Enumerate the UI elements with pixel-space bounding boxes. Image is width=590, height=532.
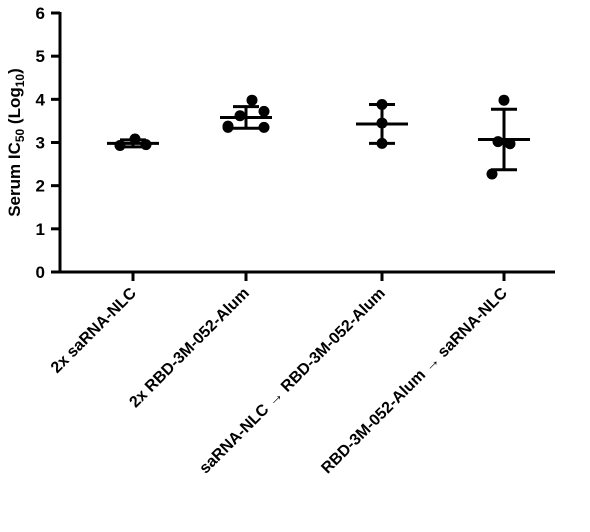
y-tick-label: 3 (36, 134, 45, 153)
y-tick-label: 1 (36, 220, 45, 239)
y-tick-label: 0 (36, 263, 45, 282)
axes (51, 11, 555, 281)
data-point (376, 99, 388, 111)
data-point (140, 139, 152, 151)
data-point (222, 121, 234, 133)
data-marks (107, 94, 530, 180)
x-category-label: 2x RBD-3M-052-Alum (126, 285, 252, 411)
y-tick-label: 6 (36, 4, 45, 23)
data-point (486, 168, 498, 180)
group-1 (220, 94, 272, 133)
data-point (234, 110, 246, 122)
group-0 (107, 133, 159, 152)
data-point (114, 140, 126, 152)
data-point (376, 137, 388, 149)
data-point (376, 117, 388, 129)
data-point (504, 138, 516, 150)
data-point (258, 105, 270, 117)
group-3 (478, 94, 530, 180)
y-axis-title: Serum IC50 (Log10) (5, 68, 27, 217)
y-tick-label: 2 (36, 177, 45, 196)
data-point (492, 136, 504, 148)
data-point (258, 121, 270, 133)
data-point (246, 94, 258, 106)
y-tick-label: 4 (36, 90, 46, 109)
data-point (129, 133, 141, 145)
group-2 (356, 99, 408, 149)
x-category-label: 2x saRNA-NLC (48, 284, 140, 376)
y-tick-label: 5 (36, 47, 45, 66)
data-point (498, 94, 510, 106)
